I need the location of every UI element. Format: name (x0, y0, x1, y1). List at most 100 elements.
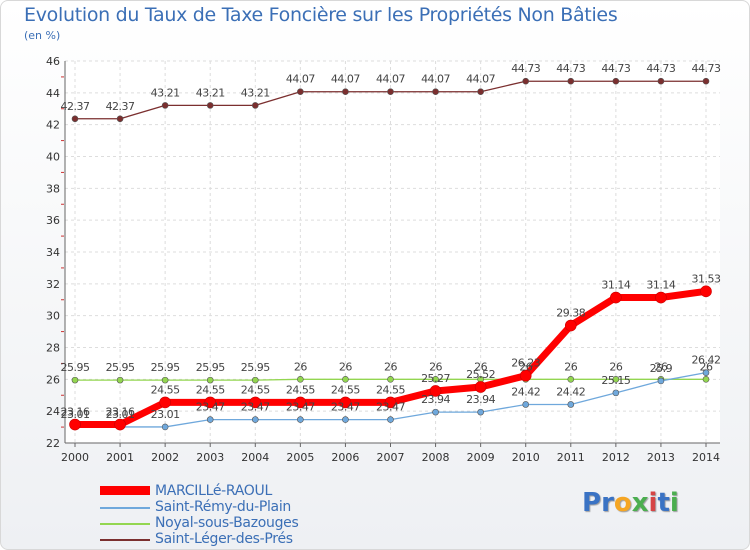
data-point (206, 102, 214, 109)
data-point (702, 369, 710, 376)
data-label: 44.07 (331, 73, 360, 86)
data-label: 25.52 (466, 368, 495, 381)
data-label: 31.14 (646, 279, 675, 292)
x-tick-label: 2005 (286, 451, 314, 464)
data-label: 24.55 (196, 383, 225, 396)
data-point (116, 115, 124, 123)
data-label: 31.53 (692, 272, 721, 285)
data-point (429, 385, 442, 397)
legend-label-saint-leger-des-pres: Saint-Léger-des-Prés (155, 531, 293, 547)
data-point (657, 377, 665, 385)
x-tick-label: 2003 (196, 451, 224, 464)
data-label: 24.55 (241, 383, 270, 396)
data-label: 23.47 (196, 401, 225, 414)
data-label: 44.07 (286, 73, 315, 86)
data-label: 26 (384, 360, 397, 373)
data-point (655, 291, 667, 304)
legend-swatch-marcille-raoul (100, 486, 150, 495)
y-axis-unit-label: (en %) (24, 29, 61, 42)
data-label: 44.73 (601, 62, 630, 75)
data-label: 23.01 (61, 408, 90, 421)
data-label: 42.37 (106, 100, 135, 113)
data-point (387, 88, 394, 96)
data-labels-1: 23.01 23.01 23.01 23.47 23.47 23.47 23.47 23.47… (61, 354, 722, 421)
y-tick-label: 46 (46, 55, 60, 68)
data-point (612, 389, 620, 397)
data-point (161, 423, 169, 431)
y-tick-label: 34 (46, 246, 60, 259)
legend-swatch-noyal-sous-bazouges (100, 523, 150, 525)
data-label: 26 (339, 360, 352, 373)
legend-item-noyal-sous-bazouges: Noyal-sous-Bazouges (100, 515, 360, 532)
legend-label-saint-remy-du-plain: Saint-Rémy-du-Plain (155, 499, 291, 515)
data-point (71, 115, 79, 123)
x-tick-label: 2006 (331, 451, 359, 464)
data-label: 25.9 (650, 362, 673, 375)
data-point (612, 376, 620, 383)
logo-letter: P (582, 488, 602, 518)
chart-legend: MARCILLé-RAOUL Saint-Rémy-du-Plain Noyal… (100, 483, 360, 548)
data-point (384, 396, 397, 409)
legend-label-marcille-raoul: MARCILLé-RAOUL (155, 483, 272, 499)
x-tick-label: 2001 (106, 451, 134, 464)
data-label: 43.21 (241, 86, 270, 99)
data-labels-2: 25.95 25.95 25.95 25.95 25.95 26 26 26 26 26 26 26 2… (61, 360, 714, 374)
logo-letter: t (657, 488, 670, 518)
x-tick-label: 2007 (377, 451, 405, 464)
data-point (700, 285, 712, 298)
data-point (297, 88, 304, 96)
data-label: 23.47 (241, 401, 270, 414)
data-point (567, 77, 575, 85)
data-point (522, 401, 530, 408)
data-point (116, 376, 124, 384)
data-label: 25.95 (151, 361, 180, 374)
data-label: 24.55 (286, 383, 315, 396)
data-label: 26 (294, 360, 307, 373)
data-label: 44.73 (511, 62, 540, 75)
data-label: 44.07 (466, 73, 495, 86)
data-point (610, 291, 622, 304)
data-label: 23.47 (331, 401, 360, 414)
data-point (342, 376, 349, 383)
data-point (474, 381, 487, 393)
data-label: 44.07 (376, 73, 405, 86)
data-label: 24.42 (511, 385, 540, 398)
data-label: 26 (700, 360, 713, 373)
data-label: 24.42 (556, 385, 585, 398)
x-tick-label: 2011 (557, 451, 585, 464)
data-label: 25.95 (106, 361, 135, 374)
series-0 (69, 285, 712, 431)
data-point (432, 408, 439, 416)
y-tick-label: 28 (46, 342, 60, 355)
data-label: 23.94 (466, 393, 495, 406)
data-label: 26 (609, 360, 622, 373)
legend-item-marcille-raoul: MARCILLé-RAOUL (100, 483, 360, 500)
x-tick-label: 2010 (512, 451, 540, 464)
data-label: 29.38 (556, 307, 585, 320)
data-point (297, 416, 304, 423)
data-point (477, 408, 484, 416)
data-label: 25.27 (421, 372, 450, 385)
data-point (251, 376, 259, 384)
y-tick-label: 32 (46, 278, 60, 291)
x-tick-label: 2002 (151, 451, 179, 464)
x-tick-label: 2013 (647, 451, 675, 464)
data-label: 24.55 (151, 383, 180, 396)
data-point (522, 77, 530, 85)
y-tick-label: 22 (46, 437, 60, 450)
logo-letter: i (669, 488, 679, 518)
data-label: 25.95 (61, 361, 90, 374)
legend-swatch-saint-remy-du-plain (100, 507, 150, 509)
data-label: 31.14 (601, 279, 630, 292)
data-point (339, 396, 352, 409)
y-tick-label: 36 (46, 214, 60, 227)
legend-swatch-saint-leger-des-pres (100, 539, 150, 541)
y-tick-label: 40 (46, 151, 60, 164)
data-labels-0: 23.16 23.16 24.55 24.55 24.55 24.55 24.55 24.55… (61, 272, 722, 418)
legend-label-noyal-sous-bazouges: Noyal-sous-Bazouges (155, 515, 299, 531)
series-3 (71, 77, 710, 123)
data-label: 25.15 (601, 374, 630, 387)
data-label: 24.55 (376, 383, 405, 396)
data-label: 23.94 (421, 393, 450, 406)
x-tick-label: 2000 (61, 451, 89, 464)
